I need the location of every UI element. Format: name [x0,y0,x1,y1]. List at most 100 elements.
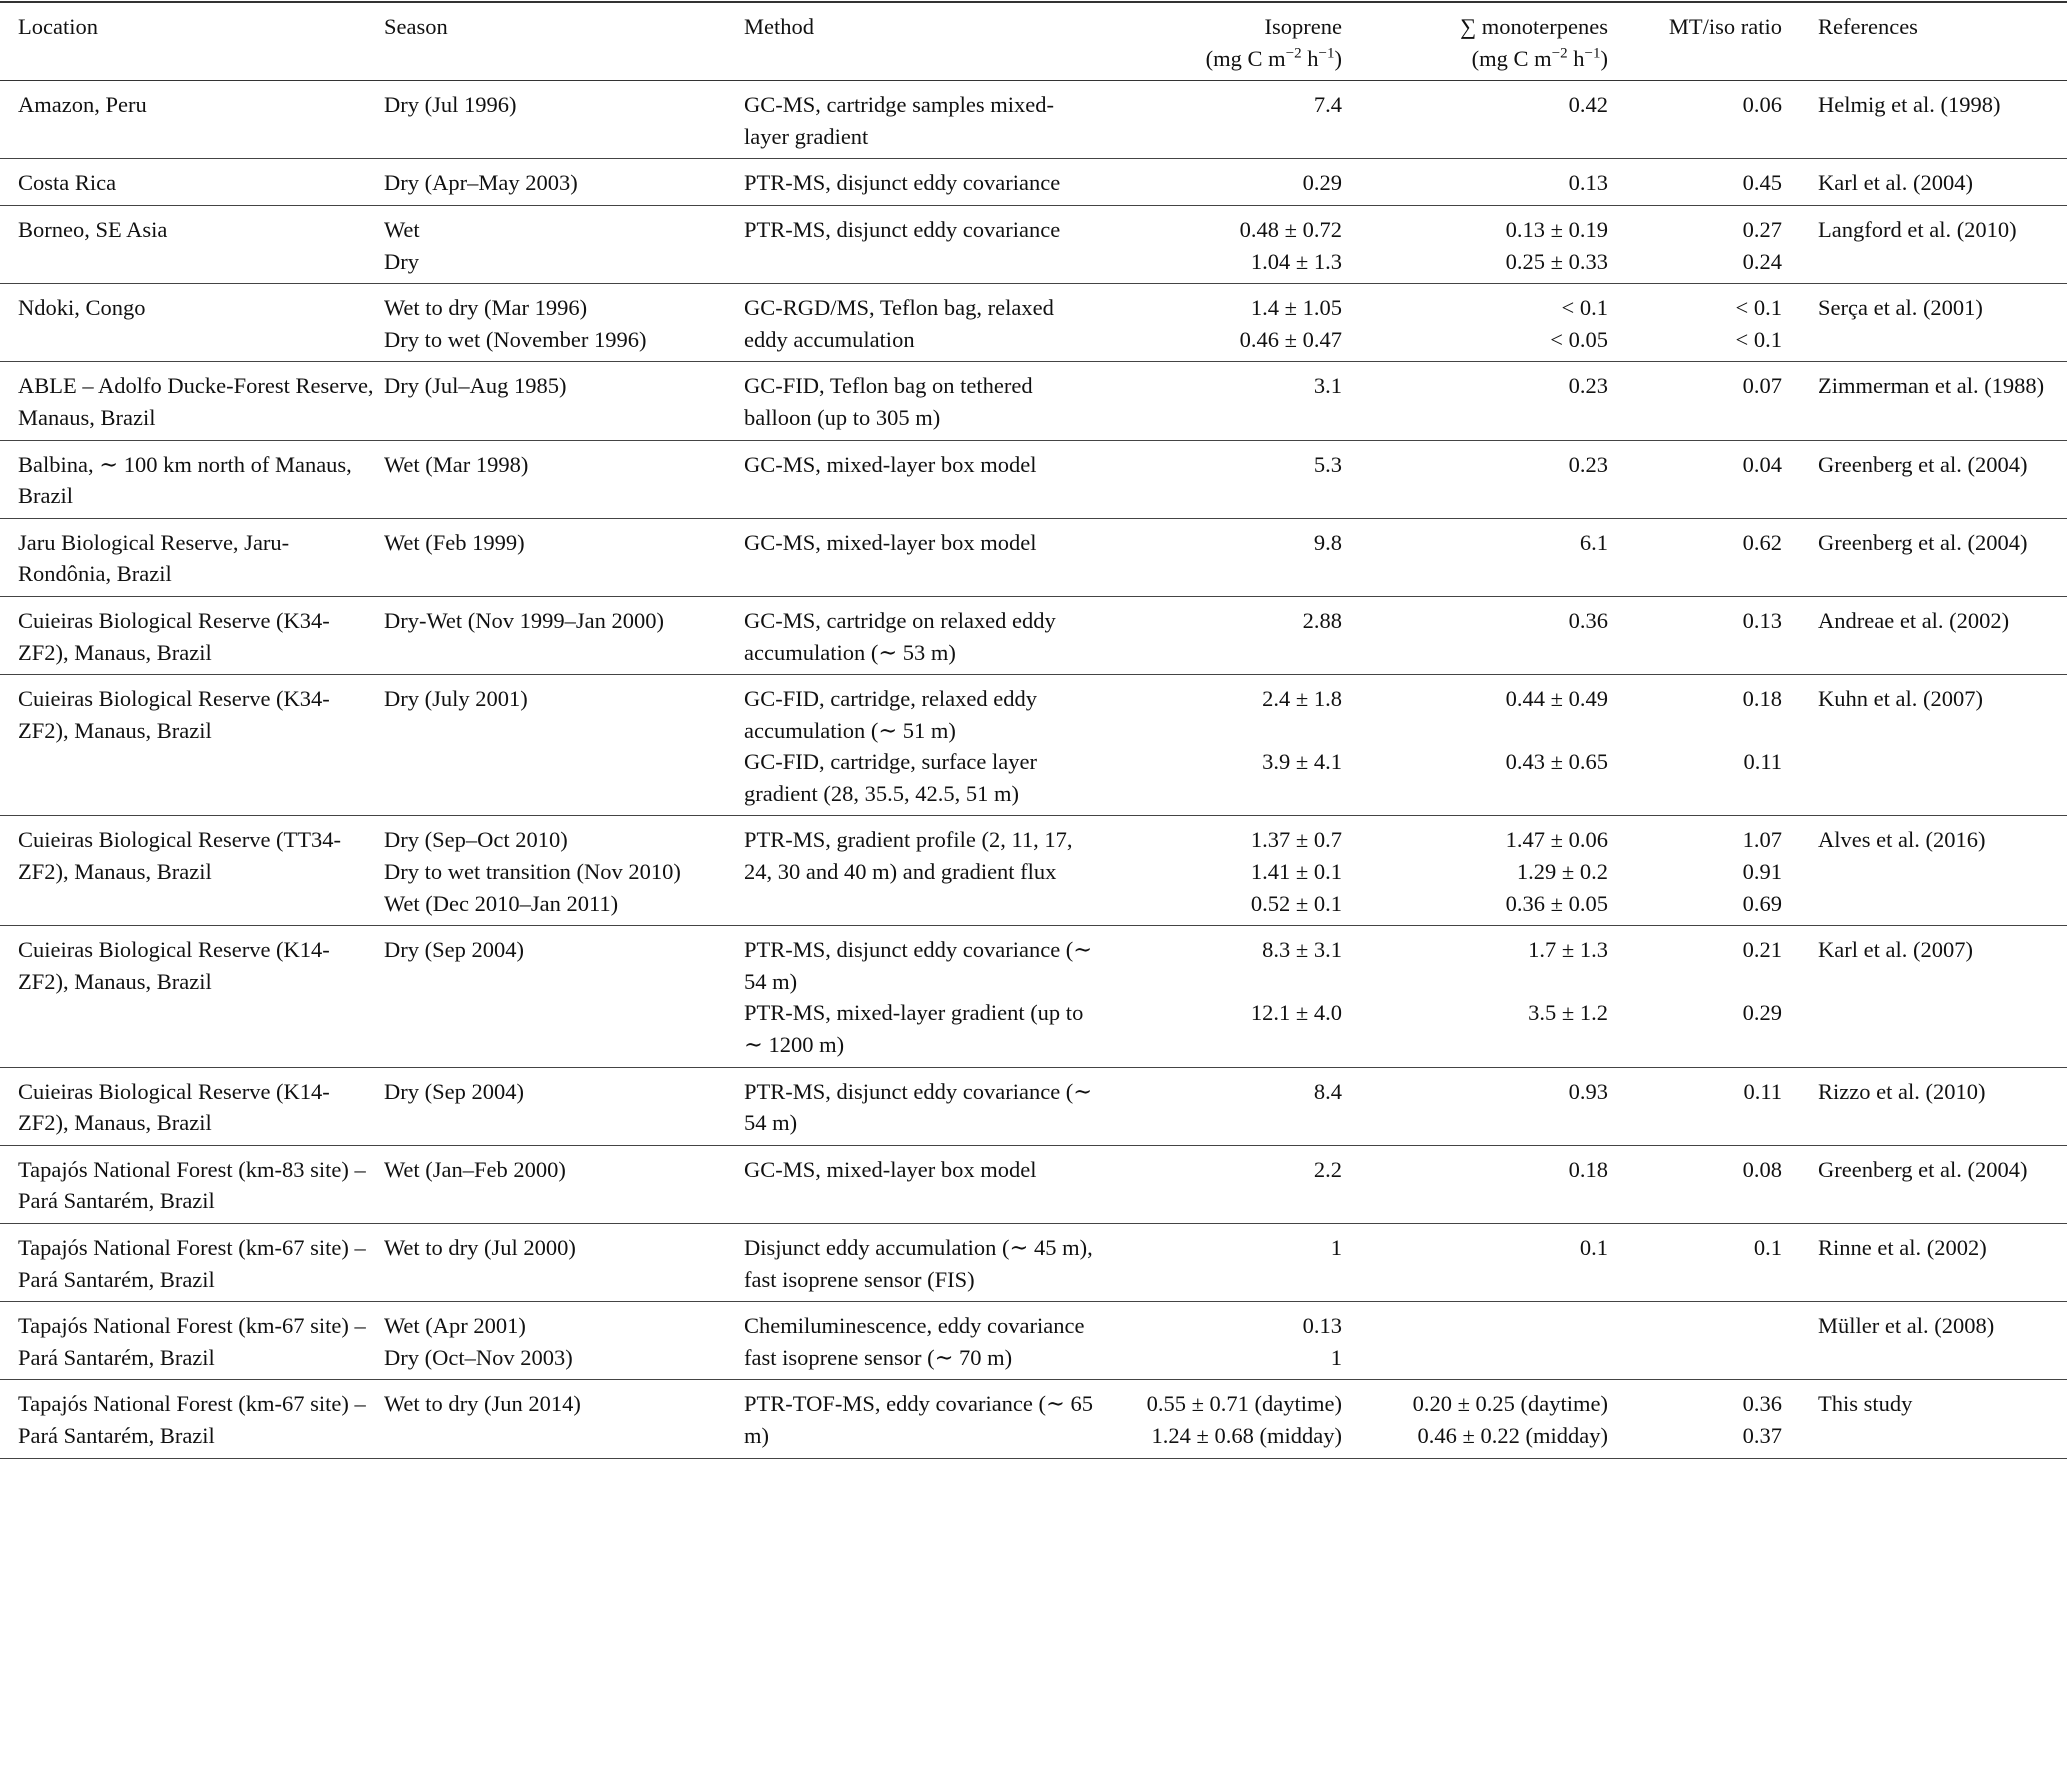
cell-monoterpenes: 0.36 ± 0.05 [1505,890,1608,916]
cell-monoterpenes: 0.46 ± 0.22 (midday) [1417,1422,1608,1448]
cell-ratio: 0.69 [1742,890,1782,916]
cell-reference: Helmig et al. (1998) [1818,92,2001,118]
cell-isoprene: 1 [1330,1235,1342,1260]
unit-exponent: −2 [1285,45,1302,62]
cell-season: Wet (Dec 2010–Jan 2011) [384,890,619,916]
cell-ratio: 0.18 [1742,686,1782,712]
table-row: Ndoki, Congo Wet to dry (Mar 1996) GC-RGD/… [0,284,2067,352]
table-row: Cuieiras Biological Reserve (K14-ZF2), M… [0,926,2067,998]
cell-isoprene: 1.04 ± 1.3 [1250,248,1342,274]
cell-season: Dry (Sep 2004) [384,1078,524,1104]
table-row: Costa Rica Dry (Apr–May 2003) PTR-MS, disj… [0,159,2067,206]
unit-text: h [1567,45,1585,71]
cell-ratio: 0.37 [1742,1422,1782,1448]
cell-season: Wet to dry (Mar 1996) [384,295,588,321]
cell-method: PTR-MS, disjunct eddy covariance (∼ 54 m… [744,1078,1093,1136]
table-row-group: Tapajós National Forest (km-67 site) – P… [0,1380,2067,1459]
cell-isoprene: 3.9 ± 4.1 [1262,749,1342,775]
cell-ratio [1614,1342,1788,1380]
table-row-group: Cuieiras Biological Reserve (K34-ZF2), M… [0,675,2067,816]
cell-reference: Karl et al. (2004) [1818,170,1973,196]
table-row: Tapajós National Forest (km-67 site) – P… [0,1380,2067,1448]
cell-monoterpenes: < 0.05 [1550,326,1608,352]
cell-method: GC-FID, cartridge, surface layer gradien… [744,749,1037,806]
cell-method: Disjunct eddy accumulation (∼ 45 m), fas… [744,1235,1093,1292]
cell-season: Wet (Jan–Feb 2000) [384,1156,566,1182]
header-season: Season [384,14,448,39]
cell-isoprene: 1 [1330,1344,1342,1370]
cell-ratio: 1.07 [1742,827,1782,853]
emissions-table: Location Season Method Isoprene (mg C m−2… [0,1,2067,1459]
cell-reference: Karl et al. (2007) [1818,937,1973,963]
header-isoprene-unit: (mg C m−2 h−1) [1206,46,1342,71]
cell-location: Cuieiras Biological Reserve (K34-ZF2), M… [18,607,330,665]
cell-isoprene: 3.1 [1313,373,1342,399]
cell-isoprene: 0.52 ± 0.1 [1250,890,1342,916]
table-row-group: Cuieiras Biological Reserve (K14-ZF2), M… [0,926,2067,1068]
unit-text: ) [1334,45,1343,71]
cell-season: Wet to dry (Jun 2014) [384,1391,581,1417]
cell-location: Ndoki, Congo [18,295,146,321]
cell-season: Dry [384,248,419,274]
cell-season: Dry (Oct–Nov 2003) [384,1344,573,1370]
header-location: Location [18,14,98,39]
cell-method: GC-MS, mixed-layer box model [744,529,1037,555]
cell-isoprene: 2.88 [1302,607,1342,633]
cell-season: Wet (Apr 2001) [384,1313,526,1339]
header-isoprene-label: Isoprene [1264,14,1342,39]
cell-isoprene: 0.55 ± 0.71 (daytime) [1146,1391,1342,1417]
cell-season: Dry to wet (November 1996) [384,326,647,352]
table-row: Tapajós National Forest (km-67 site) – P… [0,1224,2067,1302]
table-row: Balbina, ∼ 100 km north of Manaus, Brazi… [0,440,2067,518]
cell-method: GC-FID, cartridge, relaxed eddy accumula… [744,686,1038,743]
cell-ratio: < 0.1 [1735,326,1782,352]
unit-text: (mg C m [1205,45,1286,71]
cell-isoprene: 1.4 ± 1.05 [1250,295,1342,321]
cell-ratio: 0.21 [1742,937,1782,963]
table-row: Cuieiras Biological Reserve (K34-ZF2), M… [0,596,2067,674]
unit-text: ) [1600,45,1609,71]
cell-monoterpenes: 3.5 ± 1.2 [1528,1000,1608,1026]
table-row: 1.24 ± 0.68 (midday) 0.46 ± 0.22 (midday)… [0,1420,2067,1458]
cell-season: Wet to dry (Jul 2000) [384,1235,576,1260]
table-row-group: Cuieiras Biological Reserve (TT34-ZF2), … [0,816,2067,926]
cell-location: Costa Rica [18,170,117,196]
unit-text: (mg C m [1471,45,1552,71]
cell-reference: Greenberg et al. (2004) [1818,529,2028,555]
cell-isoprene: 0.46 ± 0.47 [1239,326,1342,352]
cell-reference: Zimmerman et al. (1988) [1818,373,2045,399]
cell-isoprene: 1.41 ± 0.1 [1250,859,1342,885]
cell-monoterpenes: 0.20 ± 0.25 (daytime) [1412,1391,1608,1417]
cell-location: Tapajós National Forest (km-83 site) – P… [18,1156,366,1214]
table-row: Wet (Dec 2010–Jan 2011) 0.52 ± 0.1 0.36 ± … [0,888,2067,926]
cell-isoprene: 7.4 [1313,92,1342,118]
cell-isoprene: 12.1 ± 4.0 [1250,1000,1342,1026]
table-row-group: Jaru Biological Reserve, Jaru-Rondônia, … [0,518,2067,597]
cell-ratio: 0.27 [1742,216,1782,242]
table-row-group: Balbina, ∼ 100 km north of Manaus, Brazi… [0,440,2067,519]
cell-ratio: 0.62 [1742,529,1782,555]
cell-method: PTR-MS, disjunct eddy covariance [744,216,1061,242]
header-monoterpenes-label: ∑ monoterpenes [1460,14,1608,39]
cell-location: ABLE – Adolfo Ducke-Forest Reserve, Mana… [18,373,374,430]
cell-reference: Alves et al. (2016) [1818,827,1986,853]
cell-ratio: < 0.1 [1735,295,1782,321]
cell-season: Dry-Wet (Nov 1999–Jan 2000) [384,607,665,633]
cell-monoterpenes: 0.36 [1568,607,1608,633]
cell-reference: Andreae et al. (2002) [1818,607,2010,633]
cell-ratio: 0.08 [1742,1156,1782,1182]
cell-method: GC-MS, cartridge on relaxed eddy accumul… [744,607,1056,665]
cell-ratio: 0.29 [1742,1000,1782,1026]
cell-reference: Rizzo et al. (2010) [1818,1078,1986,1104]
table-row-group: Costa Rica Dry (Apr–May 2003) PTR-MS, disj… [0,159,2067,206]
cell-location: Borneo, SE Asia [18,216,168,242]
table-row: Tapajós National Forest (km-83 site) – P… [0,1145,2067,1223]
cell-ratio: 0.06 [1742,92,1782,118]
cell-season: Dry (July 2001) [384,686,528,712]
table-row-group: Ndoki, Congo Wet to dry (Mar 1996) GC-RGD/… [0,284,2067,362]
cell-reference: Serça et al. (2001) [1818,295,1983,321]
table-row-group: Borneo, SE Asia Wet PTR-MS, disjunct eddy … [0,205,2067,284]
table-row: Jaru Biological Reserve, Jaru-Rondônia, … [0,518,2067,596]
cell-method: GC-MS, mixed-layer box model [744,1156,1037,1182]
cell-reference: Müller et al. (2008) [1818,1313,1995,1339]
